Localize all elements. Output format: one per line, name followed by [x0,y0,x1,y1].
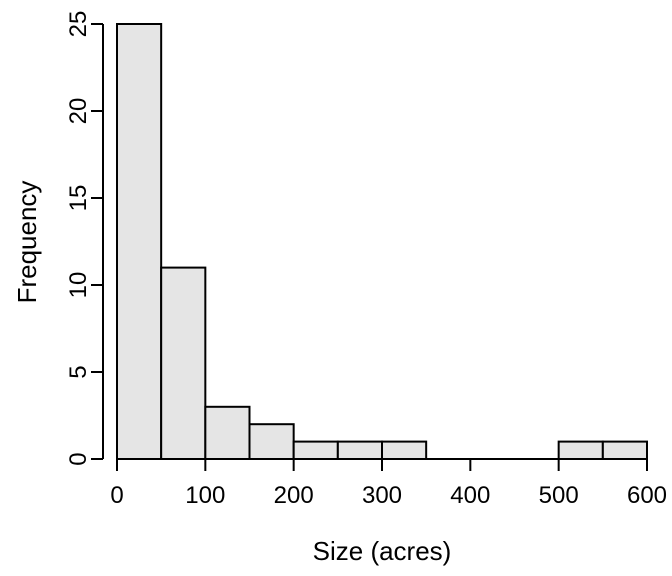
histogram-bar [204,405,251,460]
x-tick-label: 300 [362,482,402,509]
x-tick-label: 200 [274,482,314,509]
y-tick-label: 10 [65,272,92,299]
x-tick-label: 600 [627,482,667,509]
y-tick-label: 0 [65,452,92,465]
histogram-bar [381,440,428,461]
histogram-bar [248,423,295,461]
y-axis: 0 5 10 15 20 25 [65,11,104,466]
histogram-bar [557,440,604,461]
histogram-bar [292,440,339,461]
histogram-bar [336,440,384,461]
bars-group [116,23,648,461]
x-tick-label: 400 [450,482,490,509]
x-tick-label: 500 [539,482,579,509]
y-tick-label: 5 [65,365,92,378]
y-tick-label: 15 [65,185,92,212]
y-axis-title: Frequency [12,181,42,304]
y-tick-label: 25 [65,11,92,38]
y-tick-label: 20 [65,98,92,125]
x-tick-label: 100 [185,482,225,509]
histogram-bar [116,23,163,460]
x-tick-label: 0 [110,482,123,509]
histogram-bar [601,440,648,461]
x-axis-title: Size (acres) [313,536,452,566]
x-axis: 0 100 200 300 400 500 600 [110,458,667,509]
histogram-bar [160,266,207,460]
